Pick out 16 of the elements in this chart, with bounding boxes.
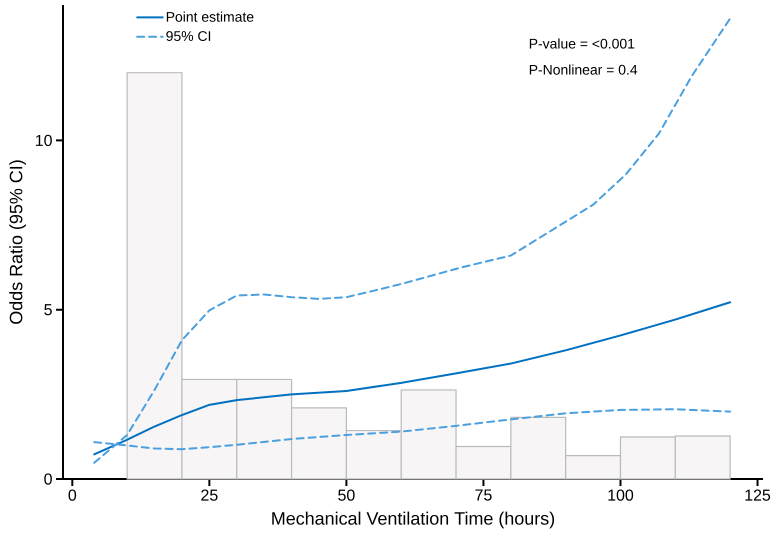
y-tick-label: 10 [36, 134, 52, 146]
y-tick-label: 5 [44, 304, 52, 316]
x-tick-label: 25 [201, 490, 218, 501]
x-tick-label: 100 [608, 490, 634, 501]
y-tick-label: 0 [44, 473, 52, 485]
x-tick-label: 125 [745, 490, 770, 501]
x-axis-title: Mechanical Ventilation Time (hours) [272, 512, 554, 528]
x-tick-label: 75 [475, 489, 492, 501]
x-tick-label: 0 [68, 490, 76, 501]
legend-label: Point estimate [166, 12, 254, 22]
line-series [93, 301, 732, 456]
x-tick-label: 50 [338, 490, 355, 501]
annotation: P-Nonlinear = 0.4 [530, 64, 638, 75]
legend-label: 95% CI [166, 31, 210, 41]
y-axis-title: Odds Ratio (95% CI) [9, 160, 26, 324]
annotation: P-value = <0.001 [530, 38, 634, 49]
